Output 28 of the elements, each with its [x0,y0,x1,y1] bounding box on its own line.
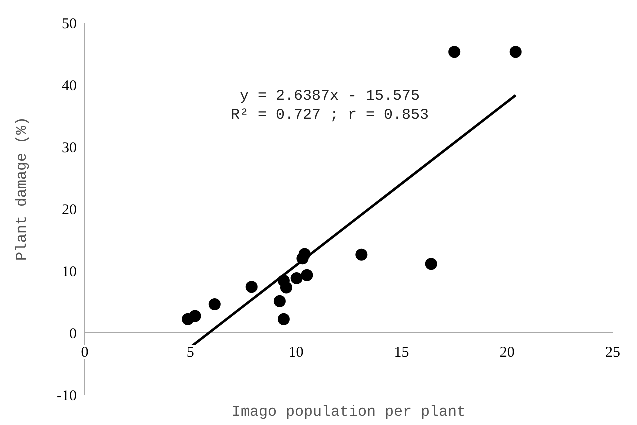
point [278,313,290,326]
point [425,258,438,270]
point [208,298,221,310]
y-tick-label: 50 [62,16,77,32]
point [274,295,286,308]
x-tick-label: 10 [288,345,304,361]
x-tick-label: 20 [500,345,515,361]
point [280,282,292,294]
y-tick-label: 10 [62,264,77,280]
point [290,272,303,284]
point [189,310,202,322]
y-tick-label: 0 [70,326,77,342]
y-axis-title: Plant damage (%) [14,116,31,262]
point [301,269,314,282]
y-tick-label: 20 [62,202,77,218]
y-tick-label: 30 [62,140,77,156]
x-tick-label: 25 [606,345,620,361]
point [448,46,461,58]
x-axis-title: Imago population per plant [232,404,466,421]
point [246,281,258,294]
annotation: R² = 0.727 ; r = 0.853 [230,107,430,124]
x-tick-label: 0 [81,345,89,361]
y-tick-label: -10 [57,388,77,404]
y-tick-label: 40 [62,78,77,94]
annotation: y = 2.6387x - 15.575 [240,88,420,105]
point [510,46,522,58]
point [356,248,368,261]
x-tick-label: 15 [394,345,410,361]
